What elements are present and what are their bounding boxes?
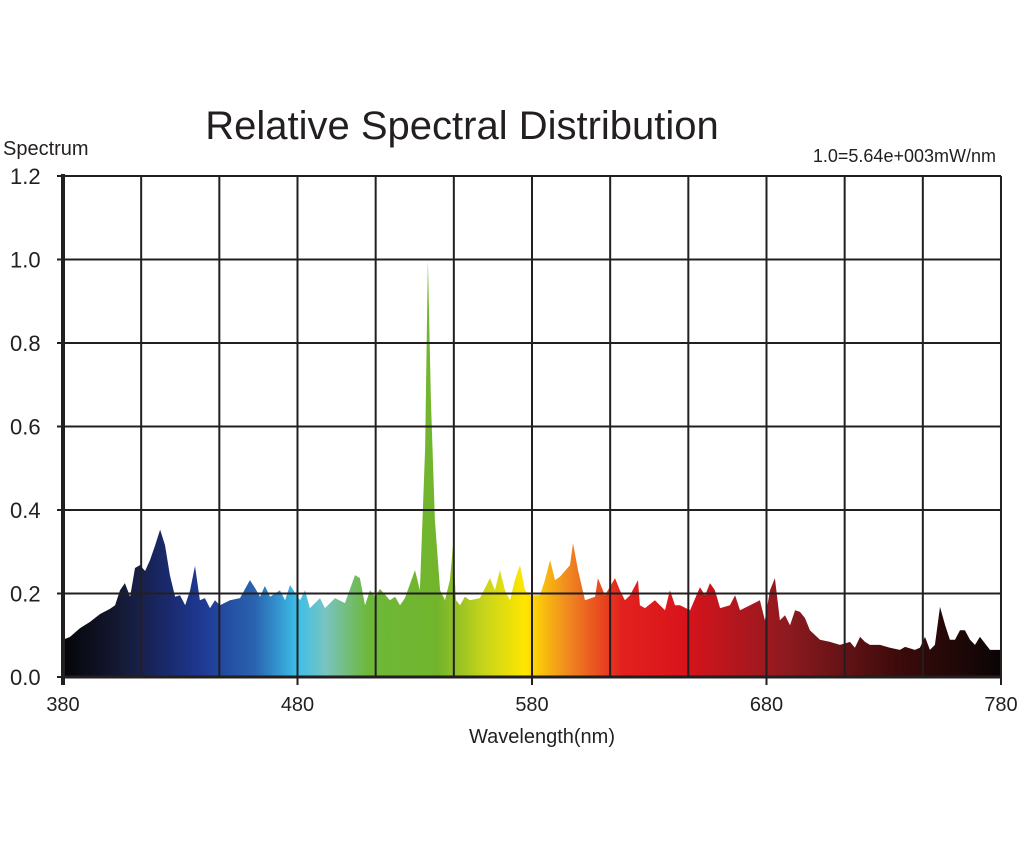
- x-tick-label: 580: [515, 694, 548, 716]
- x-tick-label: 380: [46, 694, 79, 716]
- x-tick-label: 480: [281, 694, 314, 716]
- y-tick-label: 0.8: [10, 331, 41, 356]
- y-tick-label: 0.6: [10, 415, 41, 440]
- y-axis-label: Spectrum: [3, 138, 89, 160]
- y-tick-label: 0.2: [10, 582, 41, 607]
- y-tick-label: 1.0: [10, 248, 41, 273]
- x-tick-label: 780: [984, 694, 1017, 716]
- y-tick-label: 0.4: [10, 498, 41, 523]
- chart-title: Relative Spectral Distribution: [205, 104, 719, 148]
- y-tick-label: 0.0: [10, 665, 41, 690]
- spectrum-area: [63, 259, 1001, 677]
- x-axis-label: Wavelength(nm): [469, 726, 615, 748]
- y-tick-label: 1.2: [10, 164, 41, 189]
- scale-annotation: 1.0=5.64e+003mW/nm: [813, 146, 996, 166]
- x-tick-label: 680: [750, 694, 783, 716]
